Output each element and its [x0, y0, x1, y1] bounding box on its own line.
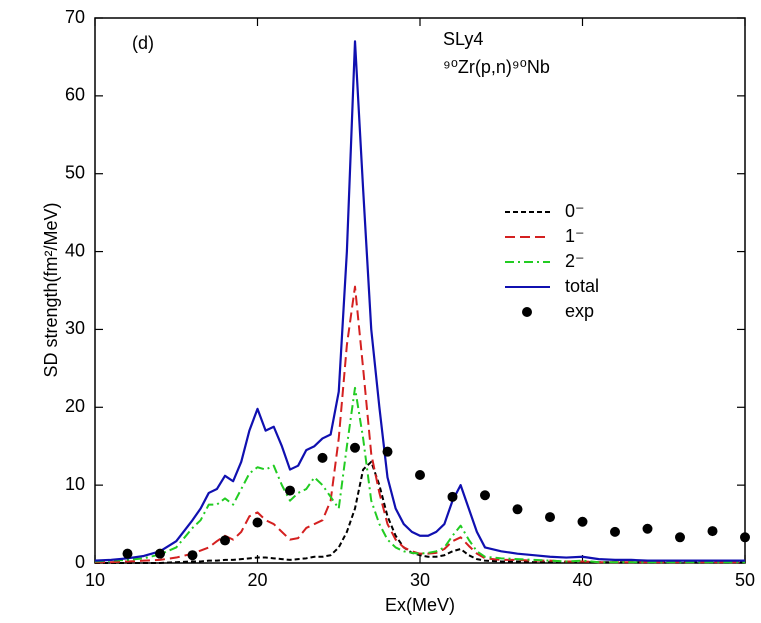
y-tick-label: 50: [65, 162, 85, 182]
exp-point: [317, 452, 328, 463]
x-tick-label: 30: [410, 570, 430, 590]
x-tick-label: 10: [85, 570, 105, 590]
legend-swatch: [522, 307, 532, 317]
y-tick-label: 40: [65, 240, 85, 260]
exp-point: [415, 470, 425, 481]
exp-point: [642, 523, 653, 534]
x-tick-label: 40: [572, 570, 592, 590]
exp-point: [577, 516, 588, 527]
y-tick-label: 10: [65, 474, 85, 494]
exp-point: [480, 490, 490, 501]
panel-label: (d): [132, 33, 154, 53]
x-tick-label: 20: [247, 570, 267, 590]
series-line: [95, 285, 745, 564]
exp-point: [187, 550, 198, 561]
y-axis-label: SD strength(fm²/MeV): [41, 202, 61, 377]
series-line: [94, 386, 745, 564]
exp-point: [350, 442, 360, 453]
exp-point: [447, 491, 458, 502]
legend-label: exp: [565, 301, 594, 321]
exp-point: [285, 485, 295, 496]
exp-point: [707, 526, 718, 537]
legend-label: 2⁻: [565, 251, 585, 271]
legend-label: total: [565, 276, 599, 296]
exp-point: [382, 446, 393, 457]
exp-point: [610, 526, 620, 537]
exp-point: [512, 504, 523, 515]
exp-point: [220, 535, 230, 546]
x-axis-label: Ex(MeV): [385, 595, 455, 615]
exp-point: [740, 532, 750, 543]
exp-point: [675, 532, 685, 543]
exp-point: [545, 512, 555, 523]
annotation: ⁹⁰Zr(p,n)⁹⁰Nb: [443, 57, 550, 77]
exp-point: [155, 548, 165, 559]
y-tick-label: 70: [65, 7, 85, 27]
legend-label: 0⁻: [565, 201, 585, 221]
y-tick-label: 60: [65, 85, 85, 105]
series-line: [94, 40, 745, 562]
annotation: SLy4: [443, 29, 483, 49]
y-tick-label: 20: [65, 396, 85, 416]
x-tick-label: 50: [735, 570, 755, 590]
y-tick-label: 0: [75, 552, 85, 572]
legend-label: 1⁻: [565, 226, 585, 246]
y-tick-label: 30: [65, 318, 85, 338]
exp-point: [122, 548, 133, 559]
exp-point: [252, 517, 263, 528]
plot-frame: [94, 17, 746, 564]
